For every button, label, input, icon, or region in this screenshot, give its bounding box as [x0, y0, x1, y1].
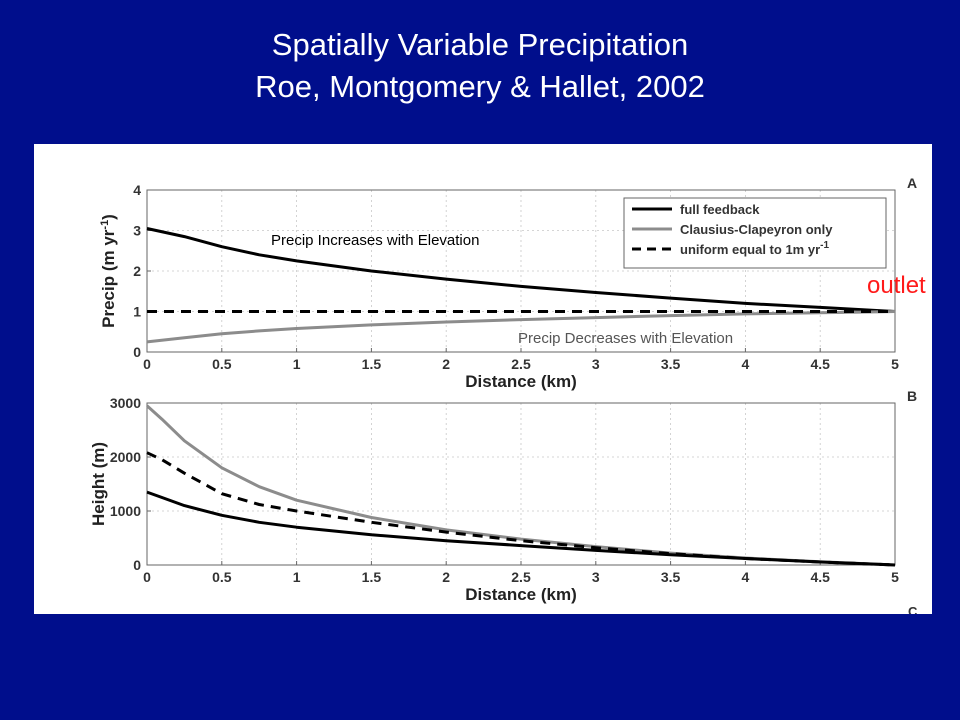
x-tick-label: 0.5 [212, 569, 232, 585]
y-tick-label: 2000 [110, 449, 141, 465]
legend-entry-uniform-label: uniform equal to 1m yr-1 [680, 240, 829, 257]
x-tick-label: 4.5 [810, 569, 830, 585]
annotation-decrease: Precip Decreases with Elevation [518, 330, 733, 347]
series-line-solid-black [146, 227, 896, 313]
x-tick-label: 1.5 [362, 569, 382, 585]
legend-entry-full-feedback-text: full feedback [680, 202, 760, 217]
panel-c-label: C [908, 604, 918, 614]
x-tick-label: 3.5 [661, 569, 681, 585]
x-tick-label: 0 [143, 569, 151, 585]
x-tick-label: 4.5 [810, 356, 830, 372]
annotation-increase: Precip Increases with Elevation [271, 232, 479, 249]
outlet-label: outlet [867, 272, 926, 299]
x-axis-label: Distance (km) [465, 372, 576, 391]
y-axis-label-close: ) [99, 214, 118, 220]
panel-label: B [907, 388, 917, 404]
y-tick-label: 0 [133, 344, 141, 360]
y-axis-label-text: Height (m) [89, 442, 108, 526]
slide-title: Spatially Variable Precipitation Roe, Mo… [0, 24, 960, 108]
y-tick-label: 2 [133, 263, 141, 279]
y-axis-label-exp: -1 [99, 220, 111, 230]
figure-svg: 0 0.5 1 1.5 2 2.5 3 3.5 4 4.5 5 0 1 2 3 4 Distance (km) P… [89, 175, 918, 614]
panel-label: A [907, 175, 917, 191]
x-tick-label: 1 [293, 569, 301, 585]
chart-a: 0 0.5 1 1.5 2 2.5 3 3.5 4 4.5 5 0 1 2 3 4 Distance (km) P… [99, 175, 917, 391]
x-tick-label: 1.5 [362, 356, 382, 372]
y-tick-label: 1 [133, 304, 141, 320]
x-tick-label: 0 [143, 356, 151, 372]
x-tick-label: 2 [442, 356, 450, 372]
x-tick-label: 4 [742, 569, 750, 585]
y-axis-label-text: Precip (m yr [99, 229, 118, 328]
x-tick-label: 3 [592, 356, 600, 372]
x-tick-label: 2.5 [511, 569, 531, 585]
y-axis-label: Precip (m yr-1) [99, 214, 118, 328]
x-tick-label: 5 [891, 569, 899, 585]
legend-entry-uniform-exp: -1 [820, 240, 829, 251]
x-tick-label: 4 [742, 356, 750, 372]
x-tick-label: 5 [891, 356, 899, 372]
figure-panel: 0 0.5 1 1.5 2 2.5 3 3.5 4 4.5 5 0 1 2 3 4 Distance (km) P… [34, 144, 932, 614]
y-tick-label: 3 [133, 223, 141, 239]
legend-entry-uniform-text: uniform equal to 1m yr [680, 242, 820, 257]
series-line-solid-black [146, 490, 896, 567]
y-tick-label: 3000 [110, 395, 141, 411]
y-tick-label: 1000 [110, 503, 141, 519]
legend-entry-clausius-clapeyron-label: Clausius-Clapeyron only [680, 222, 833, 237]
y-axis-label: Height (m) [89, 442, 108, 526]
legend: full feedback Clausius-Clapeyron only unif… [623, 197, 887, 269]
x-axis-label: Distance (km) [465, 585, 576, 604]
x-tick-label: 1 [293, 356, 301, 372]
x-tick-label: 2 [442, 569, 450, 585]
x-tick-label: 0.5 [212, 356, 232, 372]
x-tick-label: 3 [592, 569, 600, 585]
slide-title-line2: Roe, Montgomery & Hallet, 2002 [255, 69, 705, 104]
y-tick-label: 0 [133, 557, 141, 573]
chart-b: 0 0.5 1 1.5 2 2.5 3 3.5 4 4.5 5 0 1000 2000 3000 Distan… [89, 388, 917, 604]
slide-title-line1: Spatially Variable Precipitation [271, 27, 689, 62]
series-line-solid-gray [146, 310, 896, 344]
legend-entry-clausius-clapeyron-text: Clausius-Clapeyron only [680, 222, 833, 237]
x-tick-label: 2.5 [511, 356, 531, 372]
y-tick-label: 4 [133, 182, 141, 198]
x-tick-label: 3.5 [661, 356, 681, 372]
legend-entry-full-feedback-label: full feedback [680, 202, 760, 217]
